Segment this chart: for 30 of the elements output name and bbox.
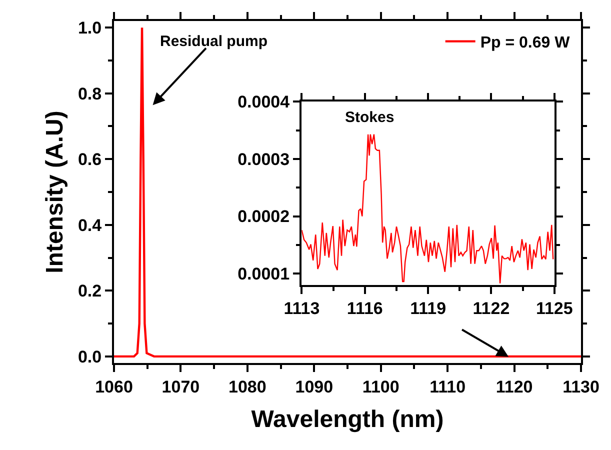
- x-tick-label: 1070: [162, 377, 200, 396]
- x-axis-title: Wavelength (nm): [251, 406, 444, 434]
- y-tick-label: 1.0: [78, 18, 102, 38]
- y-tick-label: 0.8: [78, 84, 102, 104]
- y-tick-label: 0.0004: [238, 92, 290, 112]
- x-tick-label: 1080: [228, 377, 266, 396]
- x-tick-label: 1116: [346, 299, 383, 318]
- annotation: Residual pump: [160, 33, 268, 50]
- x-tick-label: 1060: [95, 377, 133, 396]
- y-axis-title: Intensity (A.U): [42, 110, 69, 274]
- x-tick-label: 1110: [430, 377, 466, 396]
- y-tick-label: 0.4: [78, 216, 102, 235]
- y-tick-label: 0.2: [78, 282, 102, 301]
- line-series: [302, 134, 554, 284]
- y-tick-label: 0.6: [78, 150, 102, 170]
- line-series: [114, 26, 581, 358]
- y-tick-label: 0.0: [78, 347, 102, 366]
- x-tick-label: 1100: [362, 377, 400, 396]
- y-tick-label: 0.0001: [238, 264, 290, 284]
- x-tick-label: 1113: [284, 299, 320, 318]
- x-tick-label: 1122: [472, 299, 510, 318]
- x-tick-label: 1125: [536, 299, 573, 318]
- annotation: Stokes: [345, 109, 394, 126]
- y-tick-label: 0.0003: [238, 150, 290, 169]
- legend-label: Pp = 0.69 W: [480, 34, 571, 52]
- y-tick-label: 0.0002: [238, 207, 290, 226]
- x-tick-label: 1120: [496, 377, 533, 396]
- x-tick-label: 1090: [295, 377, 334, 396]
- x-tick-label: 1130: [562, 377, 600, 396]
- x-tick-label: 1119: [410, 299, 446, 318]
